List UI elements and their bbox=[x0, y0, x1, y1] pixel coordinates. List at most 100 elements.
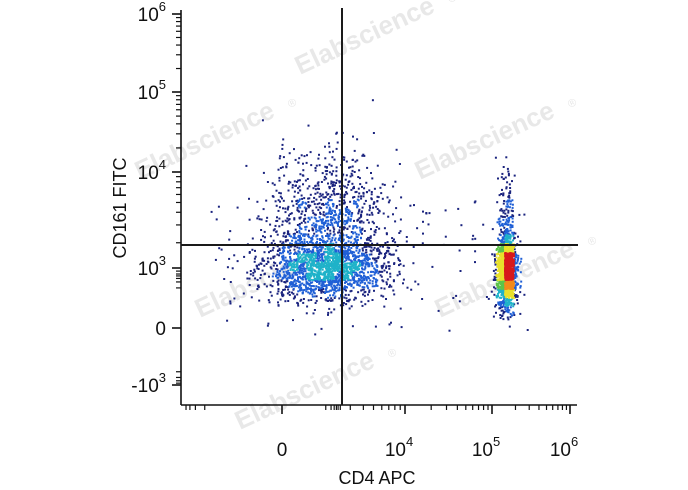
event-point bbox=[270, 267, 273, 270]
event-point bbox=[514, 251, 517, 254]
event-point bbox=[506, 234, 508, 237]
event-point bbox=[507, 220, 510, 223]
event-point bbox=[512, 283, 515, 286]
event-point bbox=[499, 254, 502, 257]
event-point bbox=[288, 285, 291, 288]
event-point bbox=[312, 274, 315, 277]
event-point bbox=[359, 281, 362, 284]
event-point bbox=[347, 254, 349, 257]
event-point bbox=[284, 256, 287, 259]
event-point bbox=[344, 265, 347, 268]
event-point bbox=[504, 245, 507, 248]
event-point bbox=[312, 253, 314, 256]
event-point bbox=[307, 220, 310, 223]
event-point bbox=[239, 305, 242, 308]
event-point bbox=[359, 275, 362, 278]
event-point bbox=[307, 283, 310, 285]
event-point bbox=[332, 205, 335, 208]
event-point bbox=[308, 259, 311, 262]
event-point bbox=[282, 207, 284, 210]
event-point bbox=[346, 257, 349, 260]
event-point bbox=[288, 214, 290, 217]
event-point bbox=[266, 216, 269, 219]
event-point bbox=[364, 263, 367, 266]
event-point bbox=[377, 212, 380, 214]
event-point bbox=[311, 228, 314, 231]
event-point bbox=[405, 240, 408, 243]
event-point bbox=[353, 149, 356, 152]
event-point bbox=[505, 277, 507, 280]
event-point bbox=[329, 250, 332, 253]
event-point bbox=[329, 259, 331, 262]
event-point bbox=[361, 252, 363, 255]
event-point bbox=[364, 242, 366, 245]
watermark-mark: ® bbox=[566, 96, 578, 110]
event-point bbox=[331, 265, 334, 267]
event-point bbox=[276, 292, 279, 295]
event-point bbox=[282, 138, 285, 141]
event-point bbox=[319, 263, 322, 266]
event-point bbox=[253, 257, 256, 260]
event-point bbox=[282, 276, 285, 279]
event-point bbox=[312, 257, 315, 260]
event-point bbox=[395, 148, 398, 151]
event-point bbox=[498, 239, 501, 242]
event-point bbox=[347, 255, 350, 258]
event-point bbox=[509, 264, 512, 267]
event-point bbox=[343, 246, 346, 249]
event-point bbox=[346, 262, 349, 265]
event-point bbox=[367, 258, 370, 261]
event-point bbox=[332, 259, 334, 262]
event-point bbox=[387, 201, 390, 204]
event-point bbox=[399, 263, 402, 266]
event-point bbox=[317, 157, 320, 160]
event-point bbox=[265, 199, 268, 202]
event-point bbox=[358, 248, 361, 251]
event-point bbox=[274, 262, 277, 265]
event-point bbox=[316, 278, 319, 280]
event-point bbox=[385, 233, 388, 236]
event-point bbox=[297, 276, 299, 279]
event-point bbox=[337, 220, 340, 223]
event-point bbox=[356, 138, 359, 141]
event-point bbox=[281, 147, 284, 150]
event-point bbox=[503, 226, 506, 229]
event-point bbox=[294, 241, 297, 244]
event-point bbox=[376, 249, 379, 252]
event-point bbox=[286, 273, 289, 276]
event-point bbox=[367, 262, 370, 265]
event-point bbox=[338, 203, 341, 206]
event-point bbox=[330, 180, 333, 183]
event-point bbox=[389, 275, 392, 278]
event-point bbox=[502, 202, 505, 205]
event-point bbox=[511, 247, 514, 250]
event-point bbox=[286, 220, 288, 223]
event-point bbox=[507, 268, 509, 271]
event-point bbox=[333, 291, 336, 294]
event-point bbox=[509, 306, 512, 309]
event-point bbox=[285, 259, 288, 262]
event-point bbox=[266, 245, 269, 248]
event-point bbox=[276, 245, 279, 248]
event-point bbox=[351, 264, 354, 267]
event-point bbox=[509, 276, 512, 279]
event-point bbox=[504, 282, 507, 285]
watermark-text: Elabscience bbox=[230, 345, 379, 436]
event-point bbox=[345, 273, 348, 276]
event-point bbox=[336, 289, 339, 292]
event-point bbox=[291, 276, 294, 279]
event-point bbox=[394, 220, 397, 223]
event-point bbox=[368, 245, 371, 248]
event-point bbox=[290, 242, 293, 245]
event-point bbox=[298, 210, 301, 213]
watermark-text: Elabscience bbox=[410, 95, 559, 186]
event-point bbox=[349, 290, 352, 293]
event-point bbox=[281, 268, 284, 271]
event-point bbox=[291, 262, 294, 265]
event-point bbox=[325, 275, 327, 278]
event-point bbox=[506, 274, 509, 277]
event-point bbox=[421, 298, 424, 300]
event-point bbox=[253, 260, 256, 263]
event-point bbox=[276, 273, 279, 276]
event-point bbox=[502, 218, 505, 221]
